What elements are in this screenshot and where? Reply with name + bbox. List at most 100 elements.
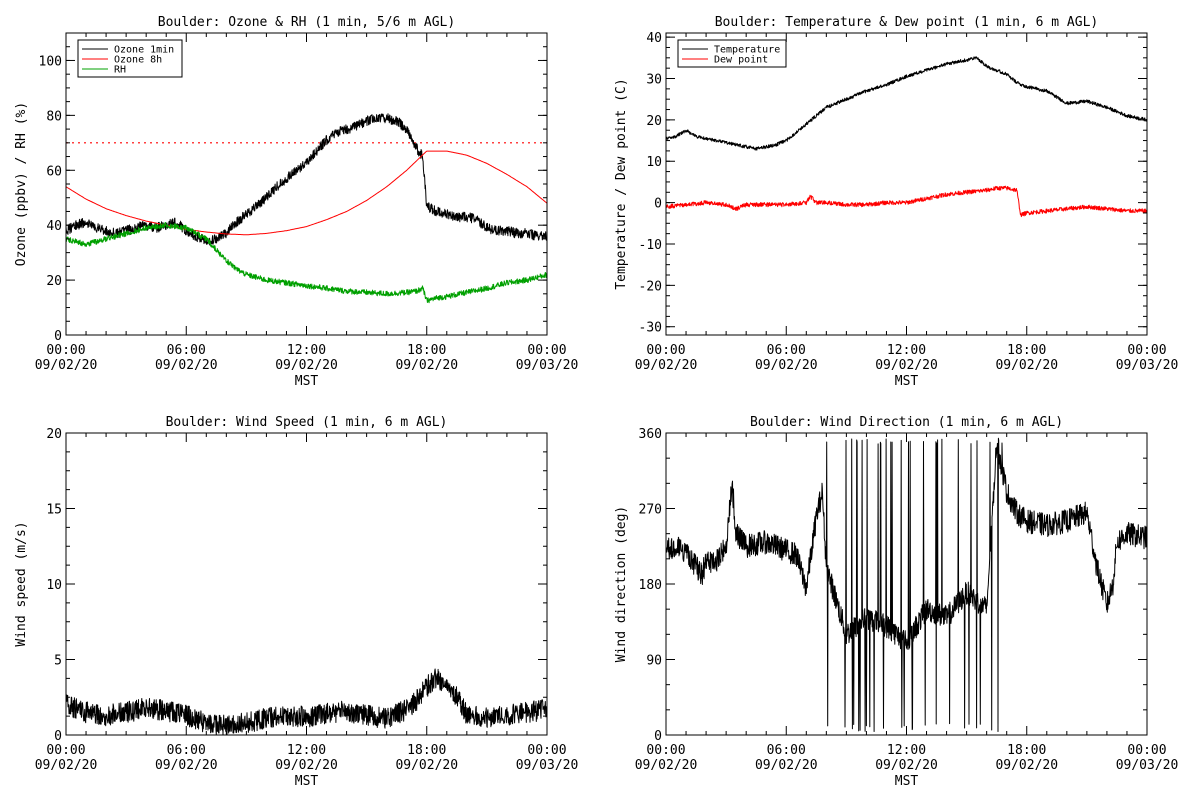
series-group [66,668,547,735]
y-tick-label: 180 [639,578,662,593]
x-axis-label: MST [895,774,919,789]
series-line-1 [666,185,1147,218]
y-tick-label: 15 [46,503,62,518]
x-tick-time: 06:00 [167,343,206,358]
x-tick-date: 09/02/20 [755,758,818,773]
y-axis-label: Wind direction (deg) [614,506,629,663]
x-tick-time: 18:00 [1007,743,1046,758]
y-tick-label: 20 [646,114,662,129]
x-tick-date: 09/03/20 [1116,758,1179,773]
x-tick-time: 00:00 [527,343,566,358]
y-axis-label: Ozone (ppbv) / RH (%) [14,102,29,266]
y-tick-label: 360 [639,427,662,442]
panel-wind-direction: Boulder: Wind Direction (1 min, 6 m AGL)… [614,415,1178,789]
x-tick-date: 09/02/20 [875,358,938,373]
plot-frame [65,432,548,736]
y-tick-label: 5 [54,654,62,669]
y-tick-label: 40 [46,219,62,234]
x-tick-date: 09/02/20 [635,358,698,373]
x-axis-label: MST [895,374,919,389]
chart-title: Boulder: Ozone & RH (1 min, 5/6 m AGL) [158,15,455,30]
y-axis-label: Temperature / Dew point (C) [614,78,629,289]
x-tick-date: 09/02/20 [755,358,818,373]
y-tick-label: 60 [46,164,62,179]
x-tick-date: 09/02/20 [995,758,1058,773]
legend-label: Temperature [714,45,780,56]
x-tick-time: 12:00 [887,343,926,358]
y-tick-label: 20 [46,274,62,289]
x-tick-date: 09/02/20 [35,758,98,773]
x-tick-time: 00:00 [527,743,566,758]
y-tick-label: 10 [646,155,662,170]
legend-label: Dew point [714,55,768,66]
y-tick-label: 80 [46,109,62,124]
x-tick-date: 09/02/20 [875,758,938,773]
x-tick-date: 09/02/20 [995,358,1058,373]
y-tick-label: 90 [646,654,662,669]
panel-wind-speed: Boulder: Wind Speed (1 min, 6 m AGL) 0 5 10… [14,415,578,789]
x-tick-time: 18:00 [407,343,446,358]
legend-box [677,39,787,68]
y-tick-label: -20 [639,279,662,294]
series-line-2 [66,222,547,304]
x-tick-date: 09/02/20 [635,758,698,773]
plot-frame [65,32,548,336]
x-tick-date: 09/02/20 [395,758,458,773]
x-tick-time: 06:00 [167,743,206,758]
x-tick-time: 00:00 [46,743,85,758]
y-tick-label: 100 [39,54,62,69]
x-tick-date: 09/02/20 [275,358,338,373]
y-tick-label: -30 [639,321,662,336]
x-tick-time: 00:00 [1127,343,1166,358]
x-axis-label: MST [295,374,319,389]
x-tick-date: 09/02/20 [395,358,458,373]
legend-label: RH [114,65,126,76]
x-tick-date: 09/02/20 [275,758,338,773]
x-tick-date: 09/02/20 [155,758,218,773]
y-tick-label: 0 [654,729,662,744]
x-tick-time: 12:00 [887,743,926,758]
x-tick-time: 18:00 [1007,343,1046,358]
series-line-0 [66,113,547,246]
x-tick-time: 06:00 [767,343,806,358]
chart-title: Boulder: Temperature & Dew point (1 min,… [715,15,1099,30]
y-tick-label: 30 [646,73,662,88]
y-tick-label: 20 [46,427,62,442]
x-tick-time: 12:00 [287,343,326,358]
series-line-0 [666,437,1147,732]
x-tick-time: 18:00 [407,743,446,758]
x-tick-date: 09/02/20 [35,358,98,373]
x-tick-date: 09/03/20 [516,358,579,373]
y-tick-label: 0 [54,329,62,344]
x-tick-time: 00:00 [1127,743,1166,758]
y-tick-label: -10 [639,238,662,253]
x-tick-date: 09/03/20 [516,758,579,773]
plot-frame [665,432,1148,736]
chart-title: Boulder: Wind Speed (1 min, 6 m AGL) [166,415,448,430]
plot-frame [665,32,1148,336]
series-group [666,56,1147,218]
series-line-1 [66,150,547,236]
legend-label: Ozone 1min [114,45,174,56]
series-group [66,113,547,304]
x-tick-time: 12:00 [287,743,326,758]
y-tick-label: 10 [46,578,62,593]
x-tick-time: 00:00 [646,343,685,358]
x-tick-time: 00:00 [646,743,685,758]
panel-temperature-dewpoint: Boulder: Temperature & Dew point (1 min,… [614,15,1178,389]
chart-title: Boulder: Wind Direction (1 min, 6 m AGL) [750,415,1063,430]
x-tick-date: 09/02/20 [155,358,218,373]
y-tick-label: 0 [54,729,62,744]
series-line-0 [66,668,547,735]
panel-ozone-rh: Boulder: Ozone & RH (1 min, 5/6 m AGL) 0 2… [14,15,578,389]
series-group [666,437,1147,732]
legend-label: Ozone 8h [114,55,162,66]
y-tick-label: 270 [639,503,662,518]
x-tick-date: 09/03/20 [1116,358,1179,373]
x-tick-time: 00:00 [46,343,85,358]
series-line-0 [666,56,1147,151]
y-tick-label: 0 [654,197,662,212]
x-tick-time: 06:00 [767,743,806,758]
